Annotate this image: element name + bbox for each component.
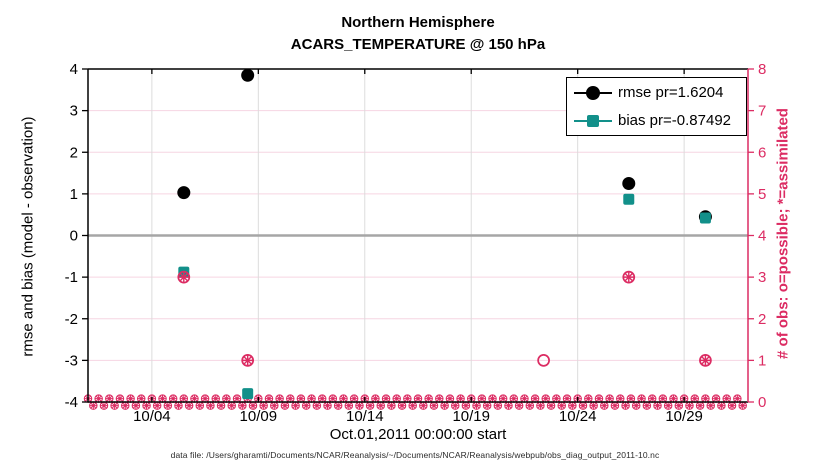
possible-obs-point [241,354,255,367]
right-tick-label: 6 [758,144,766,161]
legend-item-bias: bias pr=-0.87492 [567,108,746,134]
tick-marks [82,68,754,403]
right-tick-label: 2 [758,311,766,328]
right-tick-label: 5 [758,186,766,203]
x-tick-label: 10/29 [665,408,703,425]
rmse-point [177,186,191,200]
chart-title-line1: Northern Hemisphere [341,14,495,31]
rmse-point [241,68,255,82]
bias-point [623,193,635,205]
possible-obs-series [177,270,712,367]
legend-item-rmse: rmse pr=1.6204 [567,80,746,106]
legend-box: rmse pr=1.6204 bias pr=-0.87492 [566,77,747,136]
data-file-path: data file: /Users/gharamti/Documents/NCA… [170,450,660,460]
possible-obs-point [177,270,191,284]
left-tick-label: -1 [65,269,78,286]
x-axis-label: Oct.01,2011 00:00:00 start [329,426,507,443]
rmse-marker-icon [574,85,612,101]
right-tick-label: 8 [758,61,766,78]
left-tick-label: 3 [70,103,78,120]
left-tick-label: 1 [70,186,78,203]
left-tick-label: -3 [65,352,78,369]
left-tick-label: 4 [70,61,78,78]
possible-obs-point [622,270,636,284]
chart-title-line2: ACARS_TEMPERATURE @ 150 hPa [290,36,546,53]
tick-labels: -4 -3 -2 -1 0 1 2 3 4 0 1 2 3 4 5 6 7 8 10/04 10/09 10/14 10/… [65,61,767,425]
left-tick-label: 2 [70,144,78,161]
left-tick-label: 0 [70,228,78,245]
bias-marker-icon [574,113,612,129]
right-tick-label: 1 [758,352,766,369]
legend-label-bias: bias pr=-0.87492 [618,112,731,129]
legend-label-rmse: rmse pr=1.6204 [618,84,724,101]
possible-obs-point [537,354,550,367]
right-axis-label: # of obs: o=possible; *=assimilated [774,108,792,359]
x-tick-label: 10/09 [240,408,278,425]
assimilated-obs-series [178,271,711,366]
left-tick-label: -4 [65,394,78,411]
x-tick-label: 10/19 [452,408,490,425]
bias-point [699,212,711,224]
right-tick-label: 4 [758,228,766,245]
bias-point [242,388,254,400]
chart-title: Northern Hemisphere ACARS_TEMPERATURE @ … [88,12,748,56]
possible-obs-point [699,354,712,367]
x-tick-label: 10/24 [559,408,597,425]
left-tick-label: -2 [65,311,78,328]
rmse-point [622,176,636,190]
x-tick-label: 10/14 [346,408,384,425]
right-tick-label: 7 [758,103,766,120]
right-tick-label: 3 [758,269,766,286]
right-tick-label: 0 [758,394,766,411]
x-tick-label: 10/04 [133,408,171,425]
